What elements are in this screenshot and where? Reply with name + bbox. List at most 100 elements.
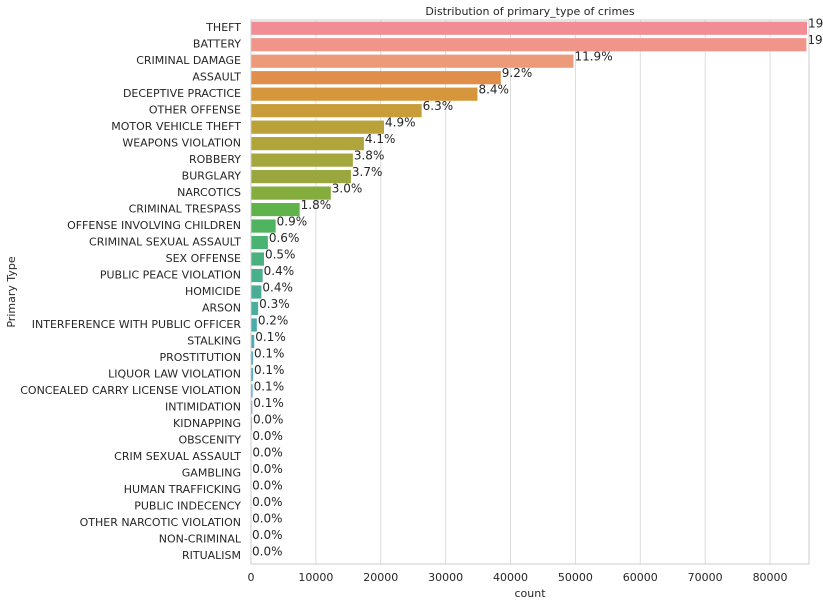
value-label: 0.4% — [264, 264, 295, 278]
bar — [251, 334, 255, 349]
value-label: 0.0% — [253, 412, 284, 426]
y-tick-label: HUMAN TRAFFICKING — [124, 483, 241, 496]
y-tick-label: GAMBLING — [182, 466, 241, 479]
y-tick-label: PUBLIC PEACE VIOLATION — [100, 269, 241, 282]
value-label: 0.0% — [252, 445, 282, 459]
y-tick-label: RITUALISM — [182, 549, 241, 562]
value-label: 0.3% — [259, 297, 290, 311]
x-tick-label: 0 — [248, 571, 255, 584]
x-tick-label: 80000 — [753, 571, 788, 584]
bar — [251, 252, 264, 266]
y-tick-label: MOTOR VEHICLE THEFT — [111, 120, 241, 133]
value-label: 0.0% — [252, 495, 283, 509]
y-tick-label: ASSAULT — [192, 71, 241, 84]
y-tick-label: BURGLARY — [182, 170, 242, 183]
bar — [251, 153, 353, 167]
y-axis-label: Primary Type — [5, 256, 18, 328]
value-label: 0.0% — [252, 429, 282, 443]
bar — [251, 54, 574, 68]
x-tick-label: 60000 — [623, 571, 658, 584]
y-tick-label: WEAPONS VIOLATION — [122, 137, 241, 150]
y-tick-label: OFFENSE INVOLVING CHILDREN — [67, 219, 241, 232]
value-label: 0.1% — [253, 396, 284, 410]
chart-title: Distribution of primary_type of crimes — [425, 5, 635, 18]
value-label: 11.9% — [574, 50, 612, 64]
y-tick-label: PROSTITUTION — [159, 351, 241, 364]
bar — [251, 186, 331, 200]
bar — [251, 137, 364, 151]
bar — [251, 170, 351, 184]
y-tick-label: HOMICIDE — [185, 285, 241, 298]
bar — [251, 351, 253, 365]
value-label: 0.6% — [269, 231, 300, 245]
x-tick-label: 50000 — [558, 571, 593, 584]
y-tick-label: LIQUOR LAW VIOLATION — [108, 367, 241, 380]
x-axis-label: count — [514, 587, 546, 600]
value-label: 1.8% — [301, 198, 332, 212]
value-label: 0.2% — [258, 313, 289, 327]
bar — [251, 285, 262, 299]
y-tick-label: CRIM SEXUAL ASSAULT — [114, 450, 241, 463]
bar — [251, 301, 259, 316]
value-label: 9.2% — [502, 66, 533, 80]
value-label: 3.0% — [332, 182, 363, 196]
value-label: 8.4% — [478, 83, 509, 97]
bar — [251, 384, 253, 398]
value-label: 4.1% — [365, 132, 396, 146]
bar — [251, 219, 276, 233]
y-tick-label: CRIMINAL DAMAGE — [136, 54, 241, 67]
value-label: 0.1% — [254, 379, 284, 393]
bar — [251, 120, 385, 134]
y-tick-label: INTERFERENCE WITH PUBLIC OFFICER — [32, 318, 242, 331]
value-label: 0.0% — [252, 544, 283, 558]
y-tick-label: NARCOTICS — [177, 186, 241, 199]
value-label: 0.0% — [252, 478, 283, 492]
y-tick-label: OTHER OFFENSE — [149, 104, 241, 117]
y-tick-label: THEFT — [205, 21, 241, 34]
x-tick-label: 20000 — [363, 571, 398, 584]
bar — [251, 400, 253, 414]
bar — [251, 104, 422, 118]
value-label: 0.9% — [277, 215, 308, 229]
plot-frame — [250, 19, 810, 565]
bar — [251, 235, 268, 250]
bar — [251, 38, 807, 52]
value-label: 0.0% — [252, 511, 283, 525]
bar — [251, 71, 501, 85]
value-label: 19.5% — [808, 17, 823, 31]
y-tick-label: BATTERY — [193, 38, 241, 51]
y-tick-label: SEX OFFENSE — [166, 252, 241, 265]
value-label: 4.9% — [385, 116, 416, 130]
value-label: 3.8% — [354, 149, 385, 163]
bar — [251, 202, 300, 217]
value-label: 0.5% — [265, 248, 296, 262]
y-tick-label: NON-CRIMINAL — [159, 532, 242, 545]
value-label: 0.1% — [254, 363, 285, 377]
x-tick-label: 40000 — [493, 571, 528, 584]
y-tick-label: ROBBERY — [189, 153, 241, 166]
y-tick-label: PUBLIC INDECENCY — [134, 499, 241, 512]
y-tick-label: CONCEALED CARRY LICENSE VIOLATION — [20, 384, 241, 397]
value-label: 0.1% — [254, 346, 285, 360]
y-tick-label: ARSON — [202, 301, 241, 314]
x-tick-label: 10000 — [298, 571, 333, 584]
value-label: 0.4% — [262, 281, 293, 295]
y-tick-label: STALKING — [187, 334, 241, 347]
value-label: 0.0% — [252, 528, 283, 542]
y-tick-label: KIDNAPPING — [173, 417, 241, 430]
y-tick-label: OBSCENITY — [178, 433, 241, 446]
bar — [251, 268, 263, 283]
y-tick-label: DECEPTIVE PRACTICE — [123, 87, 241, 100]
value-label: 19.5% — [807, 33, 823, 47]
bar — [251, 87, 478, 101]
value-label: 6.3% — [423, 99, 454, 113]
value-label: 0.0% — [252, 462, 282, 476]
value-label: 0.1% — [255, 330, 286, 344]
x-tick-label: 30000 — [428, 571, 463, 584]
x-tick-label: 70000 — [688, 571, 723, 584]
bar — [251, 318, 257, 332]
bar — [251, 367, 253, 382]
y-tick-label: CRIMINAL TRESPASS — [129, 203, 241, 216]
